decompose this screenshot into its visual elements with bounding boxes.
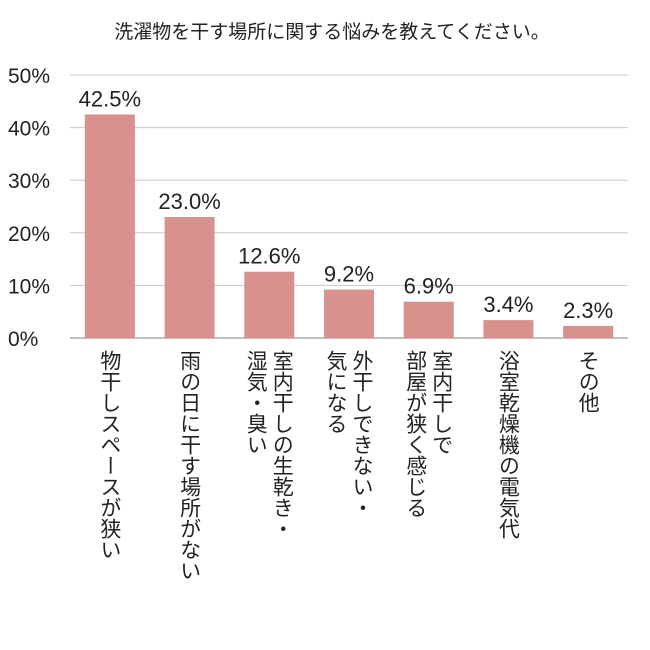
- category-label: 室内干しで部屋が狭く感じる: [404, 350, 454, 518]
- category-label-line: 浴室乾燥機の電気代: [496, 350, 520, 539]
- data-label: 9.2%: [324, 262, 374, 287]
- y-tick-label: 20%: [8, 223, 50, 246]
- bars: [84, 114, 614, 338]
- bar: [563, 325, 614, 338]
- y-tick-label: 30%: [8, 170, 50, 193]
- category-label: 浴室乾燥機の電気代: [496, 350, 520, 539]
- category-label-line: 湿気・臭い: [244, 350, 268, 455]
- y-tick-label: 0%: [8, 328, 38, 351]
- category-label-line: 物干しスペースが狭い: [98, 350, 122, 560]
- data-labels: 42.5% 23.0% 12.6% 9.2% 6.9% 3.4% 2.3%: [79, 86, 614, 322]
- bar: [403, 301, 454, 338]
- category-label: 室内干しの生乾き・湿気・臭い: [244, 350, 294, 539]
- bar: [84, 114, 135, 338]
- category-label: 物干しスペースが狭い: [98, 350, 122, 560]
- chart-title: 洗濯物を干す場所に関する悩みを教えてください。: [114, 21, 549, 43]
- category-label-line: 室内干しの生乾き・: [270, 350, 294, 539]
- y-tick-label: 40%: [8, 118, 50, 141]
- category-label: その他: [576, 350, 600, 413]
- category-label-line: 気になる: [324, 350, 348, 434]
- y-tick-label: 10%: [8, 275, 50, 298]
- data-label: 6.9%: [404, 274, 454, 299]
- gridlines: [70, 74, 628, 339]
- y-tick-label: 50%: [8, 65, 50, 88]
- category-label-line: その他: [576, 350, 600, 413]
- bar: [244, 271, 295, 338]
- category-label-line: 外干しできない・: [350, 350, 374, 518]
- category-label-line: 部屋が狭く感じる: [404, 350, 428, 518]
- category-label-line: 室内干しで: [430, 350, 454, 455]
- category-label-line: 雨の日に干す場所がない: [178, 350, 202, 581]
- data-label: 3.4%: [483, 292, 533, 317]
- category-label: 雨の日に干す場所がない: [178, 350, 202, 581]
- bar: [483, 320, 534, 338]
- category-labels: 物干しスペースが狭い 雨の日に干す場所がない 室内干しの生乾き・湿気・臭い 外干しでき…: [98, 350, 600, 581]
- data-label: 42.5%: [79, 86, 141, 111]
- y-axis-ticks: 0% 10% 20% 30% 40% 50%: [8, 65, 50, 351]
- bar: [324, 289, 374, 338]
- category-label: 外干しできない・気になる: [324, 350, 374, 518]
- data-label: 12.6%: [238, 244, 300, 269]
- data-label: 23.0%: [158, 189, 220, 214]
- bar: [164, 217, 215, 338]
- data-label: 2.3%: [563, 298, 613, 323]
